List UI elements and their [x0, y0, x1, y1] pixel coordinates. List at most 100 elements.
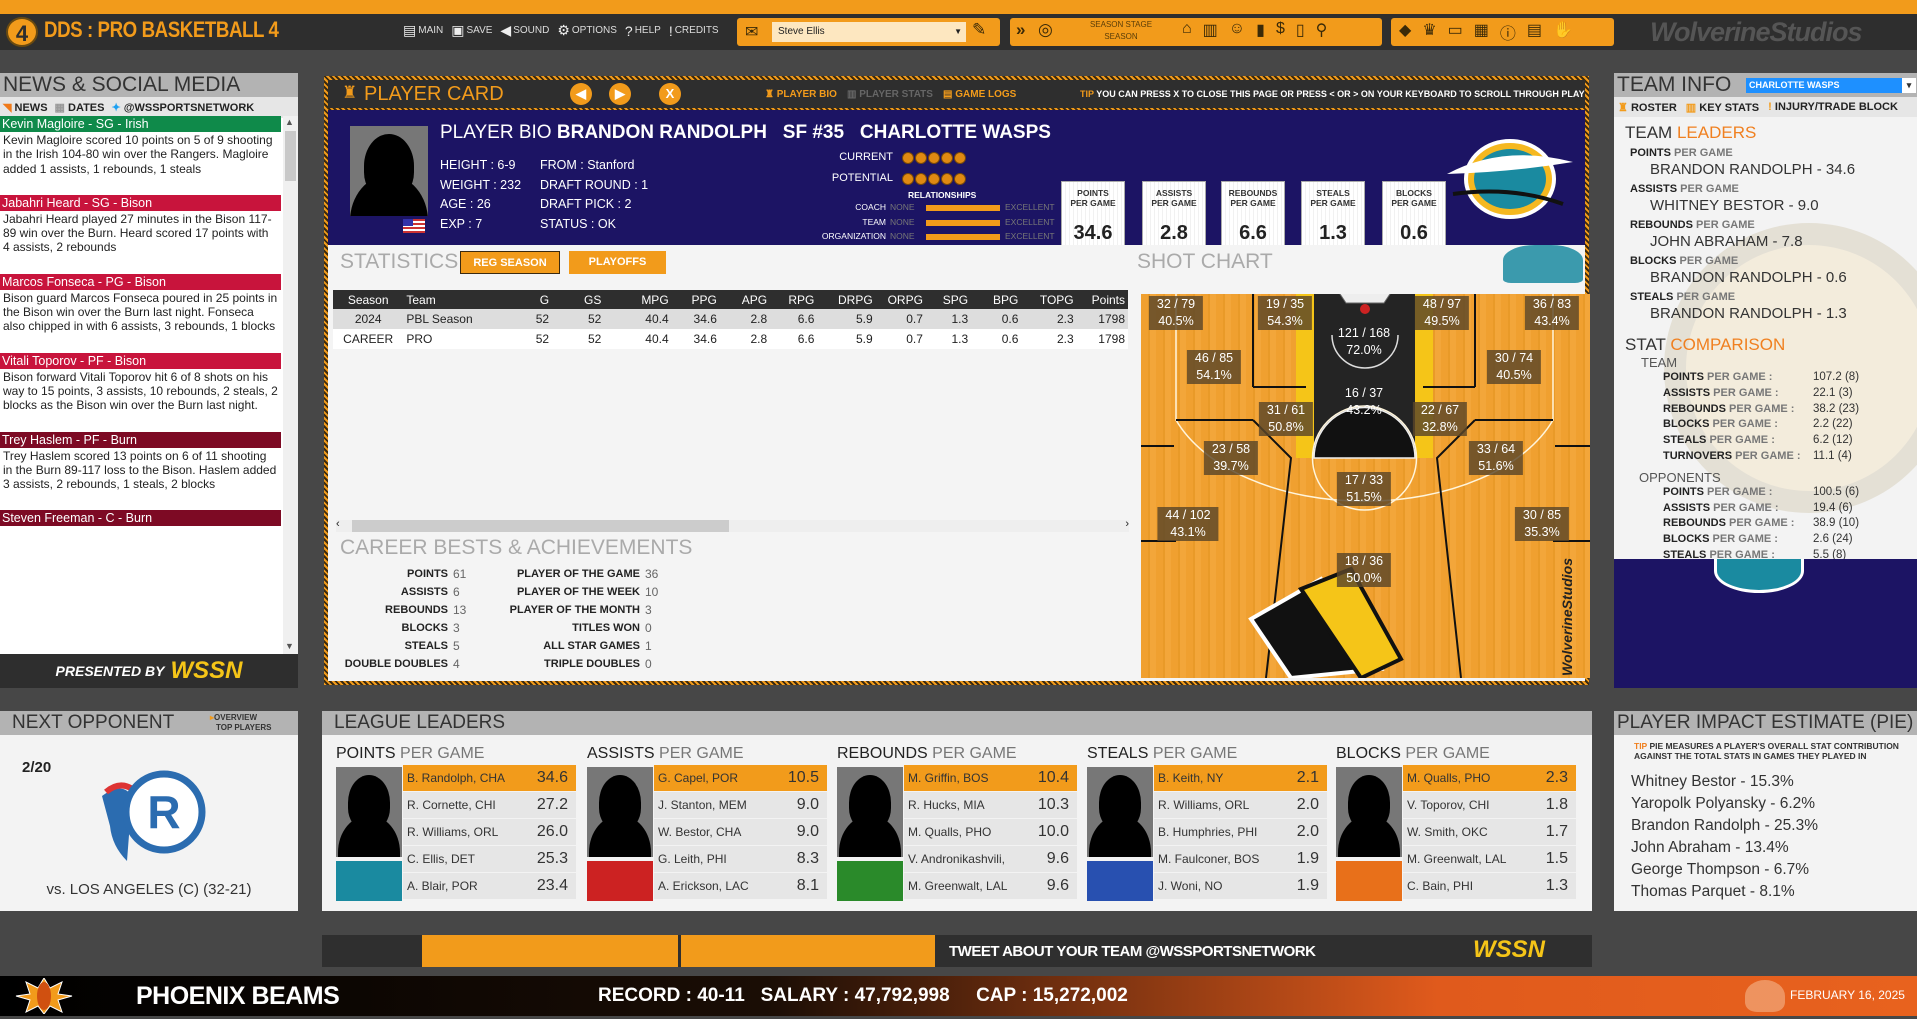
shot-zone-left-corner-3[interactable]: 32 / 79 40.5% [1148, 296, 1204, 330]
leader-row[interactable]: M. Qualls, PHO 2.3 [1403, 765, 1576, 791]
next-player-button[interactable]: ▶ [609, 83, 631, 105]
column-header[interactable]: Season [333, 290, 404, 309]
twitter-tab[interactable]: ✦ @WSSPORTSNETWORK [111, 101, 254, 114]
leader-row[interactable]: M. Qualls, PHO 10.0 [904, 819, 1077, 845]
news-item[interactable]: Kevin Magloire - SG - Irish Kevin Magloir… [0, 116, 281, 177]
column-header[interactable]: APG [719, 290, 771, 309]
handshake-icon[interactable]: ✋ [1553, 22, 1573, 39]
column-header[interactable]: TOPG [1021, 290, 1077, 309]
menu-options[interactable]: ⚙ OPTIONS [557, 22, 617, 39]
leader-row[interactable]: B. Randolph, CHA 34.6 [403, 765, 576, 791]
menu-main[interactable]: ▤ MAIN [403, 22, 443, 39]
news-item[interactable]: Steven Freeman - C - Burn [0, 510, 281, 528]
news-item[interactable]: Trey Haslem - PF - Burn Trey Haslem score… [0, 431, 281, 493]
leader-row[interactable]: G. Leith, PHI 8.3 [654, 846, 827, 872]
team-select[interactable]: CHARLOTTE WASPS ▾ [1746, 78, 1916, 93]
leader-row[interactable]: G. Capel, POR 10.5 [654, 765, 827, 791]
overview-link[interactable]: ▸OVERVIEW [210, 713, 257, 722]
leader-row[interactable]: J. Stanton, MEM 9.0 [654, 792, 827, 818]
buildings-icon[interactable]: ▥ [1202, 22, 1218, 39]
leader-row[interactable]: B. Keith, NY 2.1 [1154, 765, 1327, 791]
leader-row[interactable]: A. Erickson, LAC 8.1 [654, 873, 827, 899]
menu-save[interactable]: ▣ SAVE [451, 22, 492, 39]
basketball-icon[interactable]: ◎ [1038, 20, 1053, 39]
column-header[interactable]: PPG [671, 290, 720, 309]
court-icon[interactable]: ▭ [1447, 22, 1463, 39]
pie-row[interactable]: Brandon Randolph - 25.3% [1631, 817, 1818, 834]
leader-row[interactable]: R. Williams, ORL 26.0 [403, 819, 576, 845]
close-card-button[interactable]: X [659, 83, 681, 105]
pie-row[interactable]: George Thompson - 6.7% [1631, 861, 1810, 878]
shot-zone-right-baseline-mid[interactable]: 48 / 97 49.5% [1414, 296, 1470, 330]
shot-zone-left-wing-3[interactable]: 44 / 102 43.1% [1157, 507, 1219, 541]
scroll-up-icon[interactable]: ▲ [285, 117, 294, 127]
shot-zone-restricted-area[interactable]: 121 / 168 72.0% [1330, 325, 1398, 359]
news-scrollbar[interactable] [283, 116, 298, 654]
tab-roster[interactable]: ♜ ROSTER [1618, 101, 1677, 114]
trophy-icon[interactable]: ♛ [1422, 22, 1437, 39]
leader-row[interactable]: C. Ellis, DET 25.3 [403, 846, 576, 872]
dates-tab[interactable]: ▦ DATES [55, 101, 105, 114]
leader-row[interactable]: J. Woni, NO 1.9 [1154, 873, 1327, 899]
tweet-slot-2[interactable] [681, 935, 935, 967]
column-header[interactable]: GS [552, 290, 605, 309]
shot-zone-right-mid-long[interactable]: 33 / 64 51.6% [1468, 441, 1524, 475]
advance-icon[interactable]: » [1016, 20, 1026, 39]
column-header[interactable]: DRPG [817, 290, 876, 309]
dollar-icon[interactable]: $ [1275, 20, 1285, 37]
leader-row[interactable]: M. Greenwalt, LAL 9.6 [904, 873, 1077, 899]
scroll-right-icon[interactable]: › [1125, 518, 1129, 530]
tab-injury-trade[interactable]: ! INJURY/TRADE BLOCK [1768, 101, 1898, 113]
people-icon[interactable]: ☺ [1228, 20, 1246, 37]
whistle-icon[interactable]: ◆ [1399, 22, 1412, 39]
reg-season-button[interactable]: REG SEASON [460, 251, 560, 274]
shot-zone-left-wing-mid[interactable]: 46 / 85 54.1% [1186, 350, 1242, 384]
leader-row[interactable]: W. Smith, OKC 1.7 [1403, 819, 1576, 845]
leader-row[interactable]: A. Blair, POR 23.4 [403, 873, 576, 899]
shot-zone-left-baseline-mid[interactable]: 19 / 35 54.3% [1257, 296, 1313, 330]
menu-credits[interactable]: ! CREDITS [669, 22, 719, 39]
shot-zone-left-mid-long[interactable]: 23 / 58 39.7% [1203, 441, 1259, 475]
team-leader[interactable]: REBOUNDS PER GAME JOHN ABRAHAM - 7.8 [1625, 218, 1915, 251]
pie-row[interactable]: Whitney Bestor - 15.3% [1631, 773, 1794, 790]
team-leader[interactable]: POINTS PER GAME BRANDON RANDOLPH - 34.6 [1625, 146, 1915, 179]
news-scroll-thumb[interactable] [285, 131, 296, 181]
mail-icon[interactable]: ✉ [745, 24, 759, 41]
leader-row[interactable]: R. Hucks, MIA 10.3 [904, 792, 1077, 818]
playoffs-button[interactable]: PLAYOFFS [569, 251, 666, 274]
leader-row[interactable]: R. Cornette, CHI 27.2 [403, 792, 576, 818]
leader-row[interactable]: R. Williams, ORL 2.0 [1154, 792, 1327, 818]
info-icon[interactable]: ⓘ [1499, 26, 1516, 43]
scroll-left-icon[interactable]: ‹ [336, 518, 340, 530]
leader-row[interactable]: W. Bestor, CHA 9.0 [654, 819, 827, 845]
news-item[interactable]: Marcos Fonseca - PG - Bison Bison guard M… [0, 273, 281, 335]
column-header[interactable]: SPG [925, 290, 972, 309]
column-header[interactable]: Team [403, 290, 484, 309]
calendar-icon[interactable]: ▦ [1473, 22, 1489, 39]
chart-icon[interactable]: ▮ [1256, 22, 1265, 39]
shot-zone-right-wing-3[interactable]: 30 / 85 35.3% [1514, 507, 1570, 541]
edit-icon[interactable]: ✎ [972, 20, 987, 39]
team-name[interactable]: PHOENIX BEAMS [136, 982, 340, 1010]
tab-game-logs[interactable]: ▤ GAME LOGS [943, 89, 1017, 100]
tab-key-stats[interactable]: ▥ KEY STATS [1686, 101, 1759, 114]
tweet-slot-1[interactable] [422, 935, 678, 967]
leader-row[interactable]: M. Griffin, BOS 10.4 [904, 765, 1077, 791]
column-header[interactable]: G [483, 290, 553, 309]
stats-horizontal-scrollbar[interactable]: ‹ › [336, 518, 1129, 532]
inbox-select[interactable]: Steve Ellis ▼ [772, 22, 966, 42]
column-header[interactable]: ORPG [875, 290, 926, 309]
team-leader[interactable]: STEALS PER GAME BRANDON RANDOLPH - 1.3 [1625, 290, 1915, 323]
pie-row[interactable]: Yaropolk Polyansky - 6.2% [1631, 795, 1816, 812]
previous-player-button[interactable]: ◀ [570, 83, 592, 105]
leader-row[interactable]: M. Faulconer, BOS 1.9 [1154, 846, 1327, 872]
column-header[interactable]: MPG [604, 290, 672, 309]
pie-row[interactable]: John Abraham - 13.4% [1631, 839, 1789, 856]
search-icon[interactable]: ⚲ [1315, 22, 1328, 39]
news-item[interactable]: Jabahri Heard - SG - Bison Jabahri Heard … [0, 194, 281, 256]
leader-row[interactable]: V. Andronikashvili, 9.6 [904, 846, 1077, 872]
menu-help[interactable]: ? HELP [625, 22, 661, 39]
scroll-thumb[interactable] [352, 520, 729, 532]
shot-zone-top-3[interactable]: 18 / 36 50.0% [1336, 553, 1392, 587]
column-header[interactable]: Points [1076, 290, 1128, 309]
